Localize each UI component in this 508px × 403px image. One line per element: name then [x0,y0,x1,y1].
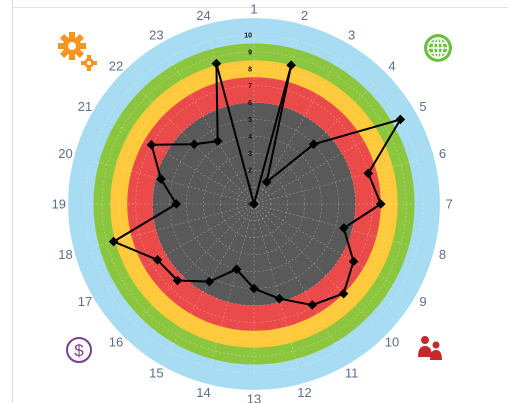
grid-spoke [253,119,401,205]
spoke-label: 17 [78,294,92,309]
spoke-label: 20 [58,146,72,161]
spoke-label: 13 [247,392,261,403]
data-point [172,275,183,286]
grid-spoke [253,203,418,249]
grid-spoke [169,203,255,351]
spoke-label: 11 [345,366,359,381]
grid-spoke [253,203,299,368]
grid-spoke [209,203,255,368]
spoke-label: 19 [52,197,66,212]
ring-label: 9 [248,49,252,56]
data-point [211,58,222,69]
spoke-label: 5 [419,99,426,114]
data-point [286,60,296,71]
dollar-icon: $ [66,337,92,363]
grid-spoke [90,203,255,249]
grid-ring [203,153,306,256]
spoke-label: 24 [196,8,210,23]
grid-spoke [253,203,339,351]
ring-label: 5 [248,117,252,124]
spoke-label: 14 [196,385,210,400]
ring-label: 7 [248,83,252,90]
ring-label: 4 [248,134,252,141]
grid-ring [84,34,424,374]
spoke-label: 22 [109,59,123,74]
ring-label: 8 [248,66,252,73]
spoke-label: 15 [149,366,163,381]
ring-label: 2 [248,168,252,175]
data-point [308,139,319,150]
spoke-label: 4 [388,59,395,74]
grid-spoke [253,159,418,205]
frame-border-left [12,0,13,403]
grid-ring [118,68,390,340]
spoke-label: 8 [439,247,446,262]
grid-spoke [134,203,255,324]
spoke-label: 10 [385,335,399,350]
spoke-label: 2 [301,8,308,23]
grid-spoke [90,159,255,205]
data-point [261,177,272,187]
spoke-label: 16 [109,335,123,350]
spoke-label: 18 [58,247,72,262]
grid-ring [152,102,356,306]
grid-spoke [169,57,255,205]
frame-border-top [12,7,508,8]
data-point [171,199,182,209]
spoke-label: 3 [348,28,355,43]
spoke-label: 1 [250,1,257,16]
ring-label: 6 [248,100,252,107]
radar-series [108,58,406,310]
grid-spoke [107,119,255,205]
spoke-label: 23 [149,28,163,43]
grid-spoke [253,203,374,324]
grid-ring [135,85,373,323]
spoke-label: 21 [78,99,92,114]
spoke-label: 12 [297,385,311,400]
grid-ring [186,136,322,272]
spoke-label: 7 [446,197,453,212]
spoke-label: 9 [419,294,426,309]
ring-label: 0 [248,202,252,209]
data-point [212,136,223,146]
spoke-label: 6 [439,146,446,161]
data-point [395,114,406,125]
grid-ring [101,51,407,357]
ring-label: 10 [244,33,252,40]
grid-ring [236,186,272,222]
data-point [189,139,200,150]
people-icon [418,336,442,360]
svg-text:$: $ [74,341,84,360]
ring-label: 3 [248,151,252,158]
data-point [375,199,386,209]
grid-spoke [253,203,401,289]
data-point [231,264,242,275]
grid-ring [219,169,289,239]
data-point [348,256,359,267]
data-point [156,174,166,184]
gears-icon [58,32,97,71]
grid-spoke [107,203,255,289]
globe-icon [424,34,452,62]
data-point [146,140,157,150]
